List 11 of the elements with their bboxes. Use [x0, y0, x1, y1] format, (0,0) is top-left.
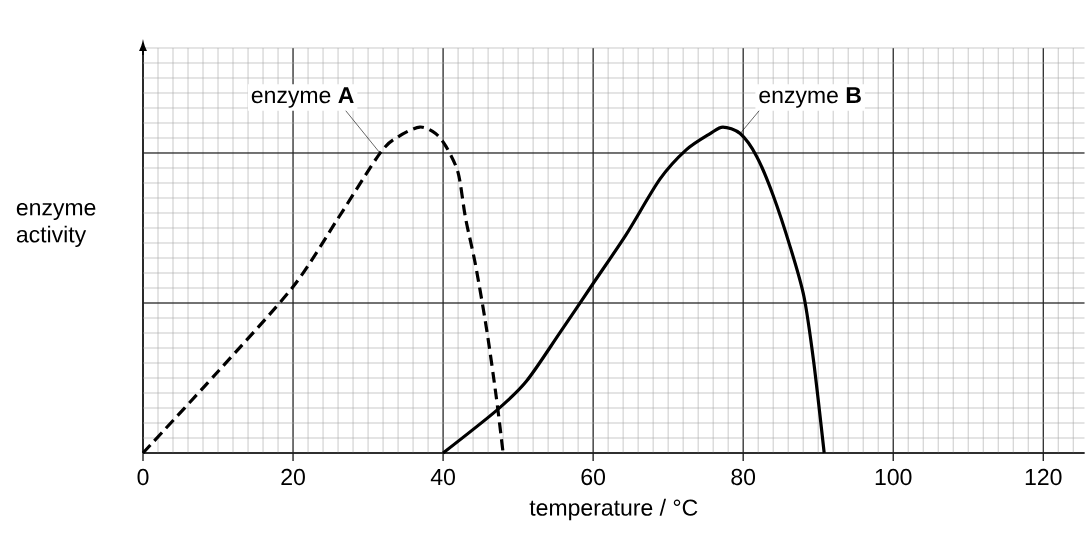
x-tick-label: 100: [875, 468, 912, 486]
text: enzyme A: [251, 87, 354, 108]
x-axis-title: temperature / °C: [529, 498, 698, 521]
x-tick-label: 60: [581, 468, 606, 486]
x-tick-label: 80: [731, 468, 756, 486]
series-label: enzyme B: [759, 87, 861, 108]
x-tick-label: 0: [137, 468, 149, 486]
y-axis-title: enzyme activity: [16, 202, 96, 248]
x-tick-label: 40: [430, 468, 455, 486]
x-tick-label: 120: [1025, 468, 1062, 486]
x-tick-label: 20: [281, 468, 305, 486]
